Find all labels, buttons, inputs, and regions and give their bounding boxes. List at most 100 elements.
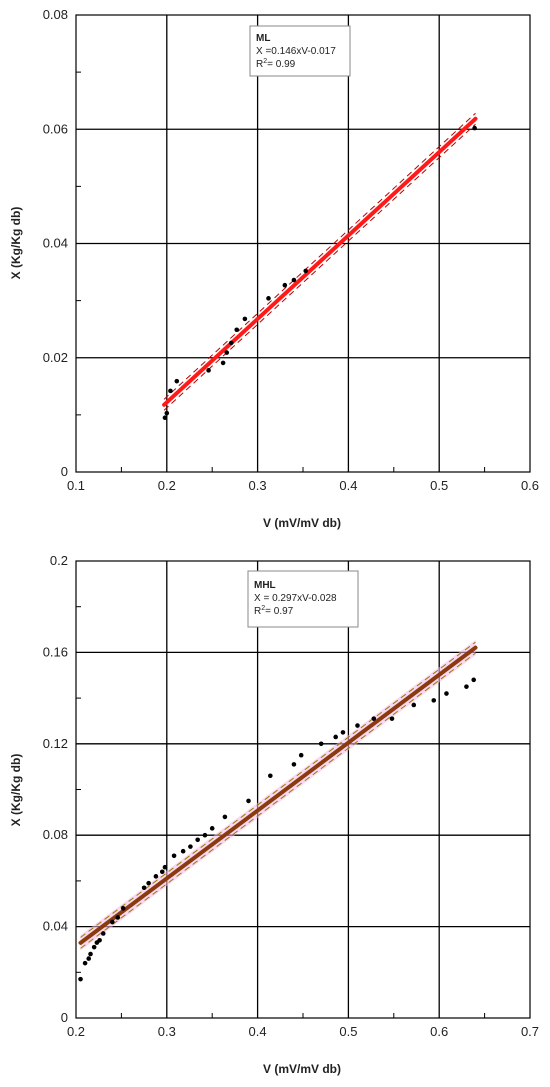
chart-panel-ml: 0.1 0.2 0.3 0.4 0.5 0.6 0 0.02 0.04 0.06 0.08 V (…	[9, 7, 539, 530]
data-point	[162, 864, 168, 870]
x-tick-labels: 0.1 0.2 0.3 0.4 0.5 0.6	[67, 478, 539, 493]
data-point	[168, 388, 173, 394]
x-tick-label: 0.7	[521, 1024, 539, 1039]
data-points	[162, 125, 477, 421]
x-tick-label: 0.4	[339, 478, 357, 493]
data-point	[100, 931, 106, 936]
data-point	[234, 327, 240, 333]
regression-line	[78, 645, 478, 945]
data-point	[371, 716, 377, 721]
data-point	[268, 773, 273, 779]
x-axis-label: V (mV/mV db)	[263, 1062, 341, 1076]
data-point	[153, 874, 159, 879]
data-point	[202, 832, 208, 838]
data-point	[471, 677, 477, 683]
plot-frame	[75, 14, 531, 473]
y-tick-labels: 0 0.02 0.04 0.06 0.08	[43, 7, 68, 479]
data-point	[209, 826, 215, 831]
data-point	[411, 702, 417, 708]
y-tick-label: 0.16	[43, 644, 68, 659]
legend-r2-superscript: 2	[261, 605, 265, 612]
grid	[76, 15, 530, 472]
data-point	[389, 716, 395, 721]
upper-band-line	[80, 641, 476, 938]
data-point	[174, 378, 180, 384]
y-tick-labels: 0 0.04 0.08 0.12 0.16 0.2	[43, 553, 68, 1025]
y-tick-label: 0.08	[43, 827, 68, 842]
tick-marks	[76, 606, 486, 1018]
data-point	[340, 730, 346, 735]
data-point	[228, 340, 234, 346]
x-tick-label: 0.3	[158, 1024, 176, 1039]
data-point	[159, 869, 165, 875]
x-tick-label: 0.5	[339, 1024, 357, 1039]
legend-r2: R2= 0.97	[254, 605, 294, 617]
data-point	[162, 415, 168, 421]
x-tick-label: 0.5	[430, 478, 448, 493]
data-point	[220, 360, 226, 366]
legend-box: ML X =0.146xV-0.017 R2= 0.99	[249, 25, 351, 77]
data-point	[298, 752, 304, 758]
data-point	[303, 268, 309, 274]
y-tick-label: 0.08	[43, 7, 68, 22]
legend-frame	[249, 25, 351, 77]
data-point	[444, 691, 449, 696]
data-point	[282, 282, 288, 288]
y-tick-label: 0	[61, 1010, 68, 1025]
legend-title: MHL	[254, 580, 276, 591]
lower-band-line	[163, 123, 476, 411]
data-point	[318, 741, 324, 747]
data-point	[88, 951, 93, 957]
legend-r2-symbol: R	[254, 606, 261, 617]
lower-band-line	[80, 652, 476, 949]
data-point	[188, 844, 193, 849]
data-point	[91, 944, 97, 950]
y-tick-label: 0.02	[43, 350, 68, 365]
data-points	[78, 677, 477, 982]
x-axis-label: V (mV/mV db)	[263, 516, 341, 530]
y-tick-label: 0	[61, 464, 68, 479]
data-point	[464, 684, 469, 689]
y-tick-label: 0.12	[43, 736, 68, 751]
x-tick-label: 0.2	[158, 478, 176, 493]
data-point	[206, 368, 211, 373]
y-tick-label: 0.04	[43, 919, 68, 934]
data-point	[224, 350, 230, 355]
data-point	[431, 698, 437, 703]
legend-equation: X =0.146xV-0.017	[256, 46, 336, 57]
data-point	[222, 814, 228, 820]
data-point	[86, 956, 92, 961]
y-tick-label: 0.04	[43, 236, 68, 251]
data-point	[266, 296, 271, 301]
x-tick-label: 0.3	[249, 478, 267, 493]
plot-frame	[75, 560, 531, 1019]
confidence-band	[163, 112, 476, 411]
x-tick-label: 0.2	[67, 1024, 85, 1039]
data-point	[141, 885, 147, 891]
data-point	[120, 906, 126, 911]
legend-equation: X = 0.297xV-0.028	[254, 593, 337, 604]
legend-r2-superscript: 2	[263, 58, 267, 65]
data-point	[355, 723, 360, 728]
regression-line	[162, 116, 478, 407]
legend-box: MHL X = 0.297xV-0.028 R2= 0.97	[247, 570, 359, 628]
fit-line	[78, 645, 478, 945]
legend-r2-value: = 0.99	[267, 59, 296, 70]
data-point	[246, 798, 251, 804]
legend-r2-symbol: R	[256, 59, 263, 70]
data-point	[180, 848, 186, 854]
data-point	[115, 915, 121, 920]
data-point	[82, 960, 88, 966]
data-point	[97, 938, 102, 943]
y-tick-label: 0.2	[50, 553, 68, 568]
data-point	[333, 734, 338, 740]
data-point	[291, 277, 297, 283]
y-axis-label: X (Kg/Kg db)	[9, 207, 23, 280]
data-point	[472, 125, 477, 131]
legend-r2: R2= 0.99	[256, 58, 296, 70]
data-point	[195, 837, 200, 843]
upper-band-line	[163, 112, 476, 400]
x-tick-label: 0.1	[67, 478, 85, 493]
data-point	[146, 880, 151, 886]
